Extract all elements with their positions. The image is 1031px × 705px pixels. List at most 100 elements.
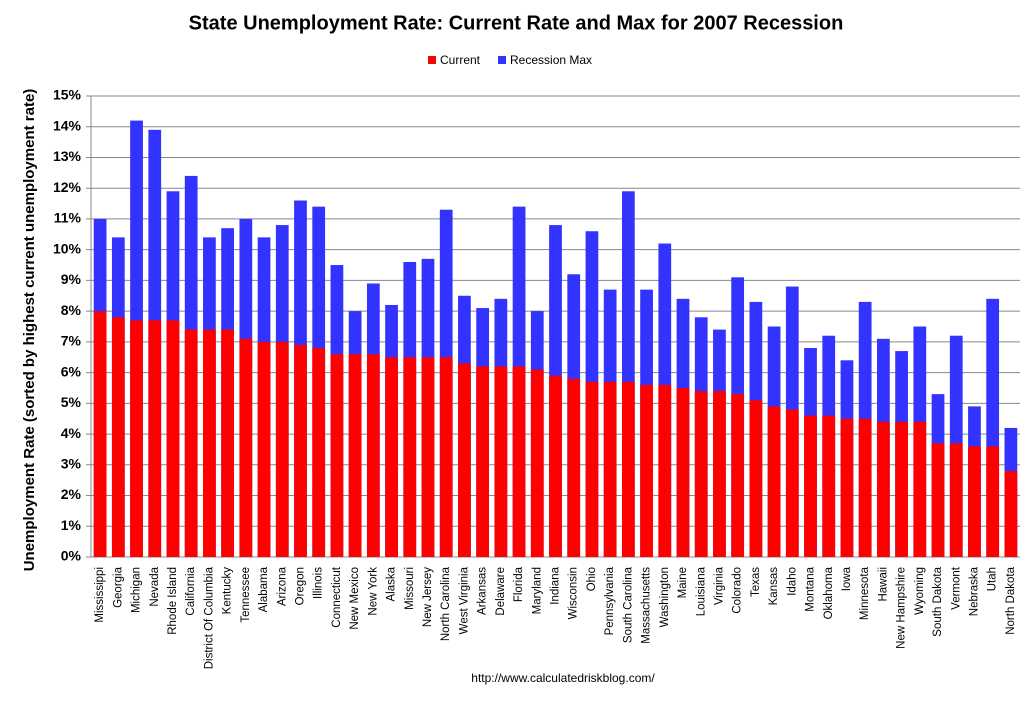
bar [895, 421, 908, 557]
bar [676, 387, 690, 557]
source: http://www.calculatedriskblog.com/ [471, 671, 655, 685]
x-tick-label: Ohio [586, 567, 598, 591]
x-tick-label: Oregon [295, 567, 307, 605]
x-tick-label: District Of Columbia [203, 566, 215, 669]
bar [111, 317, 125, 557]
legend-label: Current [440, 53, 481, 67]
bar [348, 354, 362, 557]
x-tick-label: New Mexico [349, 567, 361, 630]
bar [366, 354, 380, 557]
bar [931, 443, 945, 557]
bar [239, 338, 253, 557]
bar [640, 384, 653, 557]
bar [986, 446, 1000, 557]
chart-title: State Unemployment Rate: Current Rate an… [189, 12, 844, 34]
x-tick-label: Utah [987, 567, 999, 591]
x-tick-label: Kansas [768, 567, 780, 606]
bar [968, 446, 981, 557]
bar [439, 357, 453, 557]
x-tick-label: Mississippi [94, 567, 106, 623]
x-tick-label: North Dakota [1005, 566, 1017, 634]
x-tick-label: Tennessee [240, 567, 252, 623]
x-tick-label: West Virginia [458, 566, 470, 634]
bar [713, 391, 726, 557]
bar [130, 320, 143, 557]
y-tick-label: 7% [61, 333, 82, 349]
y-tick-label: 15% [53, 87, 82, 103]
bar [294, 344, 307, 557]
y-tick-label: 2% [61, 486, 82, 502]
bar [476, 366, 490, 557]
x-tick-label: New Hampshire [896, 567, 908, 649]
bar [221, 329, 234, 557]
x-tick-label: Missouri [404, 567, 416, 610]
y-tick-label: 8% [61, 302, 82, 318]
y-tick-label: 11% [54, 210, 82, 226]
y-tick-label: 6% [61, 363, 82, 379]
y-tick-label: 4% [61, 425, 82, 441]
x-tick-label: Michigan [131, 567, 143, 613]
bar [385, 357, 398, 557]
bar [403, 357, 417, 557]
y-tick-label: 13% [53, 148, 82, 164]
bar [840, 418, 854, 557]
bar [658, 384, 672, 557]
y-tick-label: 5% [61, 394, 82, 410]
x-tick-label: North Carolina [440, 566, 452, 641]
y-tick-label: 10% [53, 240, 82, 256]
bar [549, 375, 562, 557]
x-tick-label: South Carolina [622, 566, 634, 643]
x-tick-label: Alabama [258, 566, 270, 612]
bar [166, 320, 180, 557]
bar [1004, 470, 1018, 557]
x-tick-label: Kentucky [222, 567, 234, 615]
bar [585, 381, 599, 557]
x-tick-label: Washington [659, 567, 671, 627]
x-tick-label: Hawaii [877, 567, 889, 602]
x-tick-label: Georgia [112, 566, 124, 608]
x-tick-label: Vermont [950, 566, 962, 610]
bar [858, 418, 872, 557]
y-tick-label: 3% [61, 456, 82, 472]
x-tick-label: Pennsylvania [604, 566, 616, 635]
x-tick-label: Maine [677, 567, 689, 598]
bar [767, 406, 781, 557]
legend-label: Recession Max [510, 53, 592, 67]
x-tick-label: Louisiana [695, 566, 707, 616]
y-axis-title: Unemployment Rate (sorted by highest cur… [21, 89, 38, 572]
bar [877, 421, 890, 557]
y-tick-label: 0% [61, 548, 82, 564]
x-tick-label: Nevada [149, 566, 161, 606]
bar [184, 329, 198, 557]
x-tick-label: Arizona [276, 566, 288, 606]
bar [694, 391, 708, 557]
bar [421, 357, 435, 557]
x-tick-label: New York [367, 567, 379, 616]
bar [567, 378, 581, 557]
x-tick-label: New Jersey [422, 567, 434, 627]
x-tick-label: Oklahoma [823, 566, 835, 619]
bar [621, 381, 635, 557]
bar [148, 320, 162, 557]
x-tick-label: Indiana [550, 566, 562, 604]
x-tick-label: Wisconsin [568, 567, 580, 619]
x-tick-label: California [185, 566, 197, 615]
x-tick-label: Arkansas [477, 567, 489, 615]
bar [93, 311, 107, 557]
y-tick-label: 9% [61, 271, 82, 287]
bar [530, 369, 544, 557]
x-tick-label: South Dakota [932, 566, 944, 636]
bar [949, 443, 963, 557]
bar [330, 354, 344, 557]
bar [785, 409, 799, 557]
bar [257, 341, 271, 557]
x-tick-label: Virginia [713, 566, 725, 605]
x-tick-label: Nebraska [968, 566, 980, 616]
y-tick-label: 12% [53, 179, 82, 195]
y-tick-label: 1% [61, 517, 82, 533]
x-tick-label: Rhode Island [167, 567, 179, 635]
bar [494, 366, 508, 557]
x-tick-label: Idaho [786, 567, 798, 596]
bar [913, 421, 927, 557]
